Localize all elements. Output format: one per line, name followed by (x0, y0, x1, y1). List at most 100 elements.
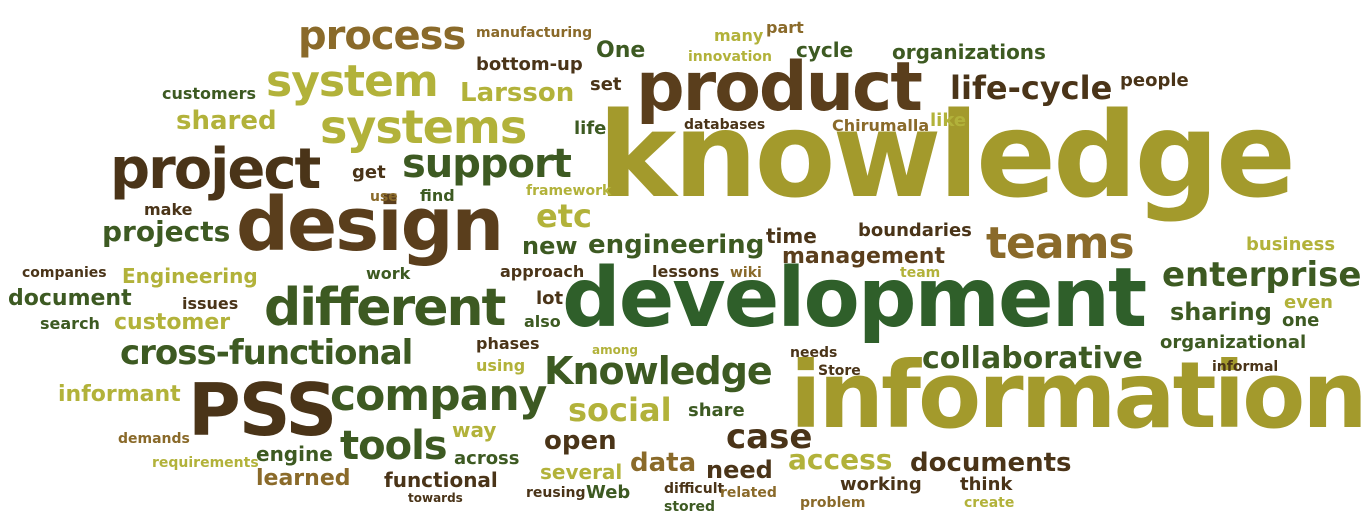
word-problem: problem (800, 495, 866, 511)
word-access: access (788, 443, 893, 476)
word-databases: databases (684, 117, 766, 133)
word-tools: tools (340, 423, 448, 469)
word-chirumalla: Chirumalla (832, 116, 930, 135)
word-informant: informant (58, 382, 181, 407)
word-lot: lot (536, 288, 564, 309)
word-projects: projects (102, 215, 231, 248)
word-wiki: wiki (730, 265, 762, 281)
word-collaborative: collaborative (922, 341, 1143, 376)
word-development: development (562, 251, 1147, 346)
word-create: create (964, 495, 1015, 511)
word-working: working (840, 474, 922, 495)
word-framework: framework (526, 183, 612, 199)
word-set: set (590, 74, 622, 95)
word-shared: shared (176, 106, 277, 136)
word-etc: etc (536, 197, 592, 235)
word-demands: demands (118, 431, 190, 447)
word-bottom-up: bottom-up (476, 54, 583, 75)
word-functional: functional (384, 468, 498, 492)
word-documents: documents (910, 448, 1072, 478)
word-get: get (352, 162, 386, 183)
word-need: need (706, 456, 773, 484)
word-issues: issues (182, 294, 239, 313)
word-even: even (1284, 292, 1333, 313)
word-use: use (370, 189, 398, 205)
word-product: product (636, 48, 923, 127)
word-information: information (790, 342, 1368, 449)
word-difficult: difficult (664, 481, 725, 497)
word-people: people (1120, 70, 1189, 91)
word-system: system (266, 56, 439, 107)
word-customer: customer (114, 310, 231, 335)
word-systems: systems (320, 100, 527, 154)
word-innovation: innovation (688, 49, 772, 65)
word-customers: customers (162, 84, 256, 103)
word-work: work (366, 264, 411, 283)
word-lessons: lessons (652, 262, 720, 281)
word-team: team (900, 265, 941, 281)
word-store: Store (818, 363, 861, 379)
word-new: new (522, 232, 578, 260)
word-using: using (476, 356, 526, 375)
word-one-cap: One (596, 38, 646, 63)
word-cycle: cycle (796, 38, 854, 62)
word-knowledge: knowledge (598, 86, 1296, 224)
word-towards: towards (408, 491, 463, 505)
word-organizations: organizations (892, 40, 1046, 64)
word-management: management (782, 244, 945, 269)
word-business: business (1246, 234, 1336, 255)
word-case: case (726, 417, 813, 457)
word-engine: engine (256, 442, 333, 466)
word-one: one (1282, 310, 1320, 331)
word-process: process (298, 13, 466, 59)
word-boundaries: boundaries (858, 220, 972, 241)
word-pss: PSS (188, 368, 337, 452)
word-informal: informal (1212, 359, 1279, 375)
word-companies: companies (22, 265, 107, 281)
word-teams: teams (986, 218, 1135, 269)
word-approach: approach (500, 262, 585, 281)
word-needs: needs (790, 345, 838, 361)
word-learned: learned (256, 466, 351, 491)
word-open: open (544, 426, 617, 456)
word-reusing: reusing (526, 485, 586, 501)
word-way: way (452, 418, 497, 442)
word-larsson: Larsson (460, 78, 575, 108)
word-several: several (540, 460, 623, 484)
word-also: also (524, 312, 561, 331)
word-enterprise: enterprise (1162, 255, 1362, 295)
word-engineering-cap: Engineering (122, 264, 258, 288)
word-across: across (454, 448, 520, 469)
word-cross-functional: cross-functional (120, 333, 413, 373)
word-stored: stored (664, 499, 716, 515)
word-support: support (402, 141, 572, 187)
word-search: search (40, 314, 100, 333)
word-sharing: sharing (1170, 298, 1272, 326)
word-make: make (144, 200, 193, 219)
word-time: time (766, 224, 817, 248)
word-find: find (420, 186, 455, 205)
word-share: share (688, 400, 745, 421)
word-part: part (766, 18, 804, 37)
word-many: many (714, 26, 764, 45)
word-phases: phases (476, 334, 540, 353)
word-project: project (110, 137, 321, 202)
word-social: social (568, 391, 672, 429)
word-company: company (330, 370, 547, 421)
word-manufacturing: manufacturing (476, 25, 593, 41)
word-document: document (8, 286, 132, 311)
word-related: related (720, 485, 777, 501)
word-life: life (574, 118, 607, 139)
word-knowledge-cap: Knowledge (544, 349, 773, 393)
word-life-cycle: life-cycle (950, 69, 1113, 107)
word-web: Web (586, 482, 631, 503)
word-data: data (630, 448, 697, 478)
word-like: like (930, 110, 967, 131)
word-design: design (236, 182, 504, 268)
word-think: think (960, 474, 1013, 495)
word-among: among (592, 343, 638, 357)
word-organizational: organizational (1160, 332, 1307, 353)
word-engineering: engineering (588, 230, 765, 260)
word-different: different (264, 278, 506, 338)
